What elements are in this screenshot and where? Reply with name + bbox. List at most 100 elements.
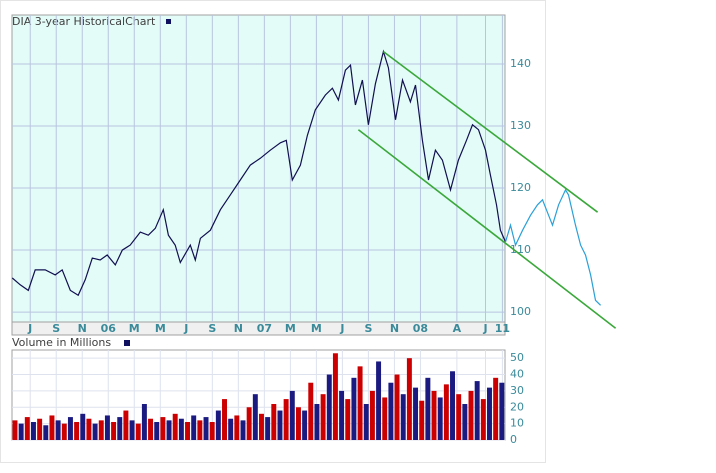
- title-icon: [166, 19, 171, 24]
- volume-bar: [394, 374, 400, 440]
- volume-bar: [431, 390, 437, 440]
- volume-bar: [185, 422, 191, 440]
- y-tick-label: 10: [510, 417, 524, 430]
- volume-bar: [135, 423, 141, 440]
- volume-bar: [197, 420, 203, 440]
- volume-bar: [215, 410, 221, 440]
- volume-bar: [289, 390, 295, 440]
- volume-bar: [357, 366, 363, 440]
- y-tick-label: 40: [510, 368, 524, 381]
- volume-bar: [462, 404, 468, 440]
- volume-bar: [246, 407, 252, 440]
- volume-bar: [493, 377, 499, 440]
- volume-bar: [24, 417, 30, 440]
- volume-bar: [222, 399, 227, 440]
- volume-bar: [277, 410, 283, 440]
- volume-bar: [283, 399, 289, 440]
- x-tick-label: 08: [413, 322, 428, 335]
- x-tick-label: A: [453, 322, 462, 335]
- volume-bar: [443, 384, 449, 440]
- x-tick-label: N: [234, 322, 243, 335]
- y-tick-label: 30: [510, 384, 524, 397]
- y-tick-label: 120: [510, 181, 531, 194]
- volume-bar: [388, 382, 394, 440]
- volume-bar: [55, 420, 61, 440]
- volume-bar: [123, 410, 129, 440]
- volume-bar: [332, 353, 338, 440]
- volume-bar: [295, 407, 301, 440]
- volume-bar: [400, 394, 406, 440]
- volume-bar: [480, 399, 486, 440]
- y-tick-label: 0: [510, 433, 517, 446]
- volume-bar: [259, 413, 264, 440]
- volume-bar: [117, 417, 123, 440]
- volume-bar: [265, 417, 271, 440]
- volume-bar: [154, 422, 160, 440]
- volume-bar: [382, 397, 388, 440]
- volume-bar: [43, 425, 49, 440]
- volume-bar: [369, 390, 375, 440]
- volume-bar: [450, 371, 455, 440]
- volume-bar: [74, 422, 80, 440]
- volume-bar: [326, 374, 332, 440]
- y-tick-label: 140: [510, 57, 531, 70]
- x-tick-label: J: [183, 322, 188, 335]
- volume-bar: [141, 404, 147, 440]
- volume-bar: [111, 422, 117, 440]
- volume-bar: [437, 397, 443, 440]
- x-tick-label: J: [482, 322, 487, 335]
- volume-bar: [30, 422, 36, 440]
- volume-bar: [339, 390, 345, 440]
- x-tick-label: 06: [101, 322, 117, 335]
- volume-title: Volume in Millions: [12, 336, 111, 349]
- volume-bar: [98, 420, 104, 440]
- volume-bar: [351, 377, 357, 440]
- volume-bar: [345, 399, 351, 440]
- x-axis-band: [11, 321, 506, 336]
- y-tick-label: 100: [510, 305, 531, 318]
- volume-bar: [474, 381, 480, 440]
- volume-bar: [209, 422, 215, 440]
- volume-bar: [80, 413, 86, 440]
- x-tick-label: 07: [257, 322, 272, 335]
- volume-bar: [203, 417, 209, 440]
- volume-bar: [308, 382, 314, 440]
- volume-bar: [178, 418, 184, 440]
- volume-bar: [18, 423, 24, 440]
- price-panel: [11, 14, 506, 323]
- y-tick-label: 50: [510, 351, 524, 364]
- volume-bar: [363, 404, 369, 440]
- volume-bar: [86, 418, 92, 440]
- volume-bar: [92, 423, 98, 440]
- volume-bar: [419, 400, 425, 440]
- volume-bar: [252, 394, 258, 440]
- volume-bar: [61, 423, 67, 440]
- x-tick-label: S: [52, 322, 60, 335]
- volume-bar: [191, 415, 197, 440]
- x-tick-label: N: [390, 322, 399, 335]
- chart-title: DIA 3-year HistoricalChart: [12, 15, 156, 28]
- x-tick-label: 11: [495, 322, 510, 335]
- x-tick-label: M: [129, 322, 140, 335]
- volume-bar: [148, 418, 154, 440]
- volume-icon: [124, 340, 130, 346]
- x-tick-label: J: [339, 322, 344, 335]
- price-line: [11, 49, 507, 297]
- volume-bar: [456, 394, 462, 440]
- volume-bar: [172, 413, 178, 440]
- price-line: [504, 188, 602, 306]
- price-line: [382, 50, 599, 213]
- volume-bar: [12, 420, 18, 440]
- x-tick-label: M: [311, 322, 322, 335]
- volume-bar: [302, 410, 308, 440]
- x-tick-label: S: [364, 322, 372, 335]
- volume-bar: [271, 404, 277, 440]
- volume-bar: [468, 390, 474, 440]
- volume-bar: [413, 387, 419, 440]
- volume-panel: [11, 349, 506, 441]
- volume-bar: [234, 415, 240, 440]
- volume-bar: [160, 417, 166, 440]
- volume-bar: [425, 377, 431, 440]
- volume-bar: [499, 382, 505, 440]
